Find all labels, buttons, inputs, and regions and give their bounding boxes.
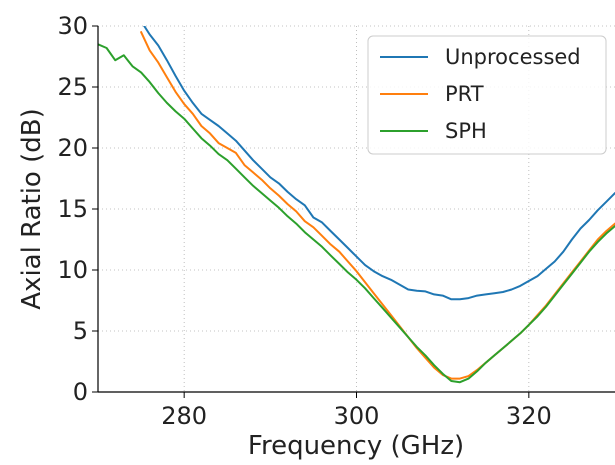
x-axis-label: Frequency (GHz): [248, 431, 464, 461]
series-group: [98, 26, 615, 384]
y-tick-label-20: 20: [57, 134, 88, 162]
y-tick-label-5: 5: [73, 317, 88, 345]
y-axis-label: Axial Ratio (dB): [17, 108, 47, 309]
legend: Unprocessed PRT SPH: [367, 35, 607, 155]
legend-label-unprocessed: Unprocessed: [445, 45, 581, 69]
y-tick-label-30: 30: [57, 12, 88, 40]
x-tick-label-320: 320: [506, 402, 552, 430]
x-tick-label-280: 280: [161, 402, 207, 430]
legend-label-prt: PRT: [445, 82, 484, 106]
y-tick-label-25: 25: [57, 73, 88, 101]
y-tick-label-15: 15: [57, 195, 88, 223]
legend-box: [367, 35, 607, 155]
y-tick-label-0: 0: [73, 378, 88, 406]
series-line-sph: [98, 43, 615, 384]
y-tick-label-10: 10: [57, 256, 88, 284]
x-tick-label-300: 300: [334, 402, 380, 430]
ticks: 280 300 320 0 5 10 15 20 25 30: [57, 12, 551, 430]
series-line-unprocessed: [143, 26, 615, 301]
legend-label-sph: SPH: [445, 119, 487, 143]
